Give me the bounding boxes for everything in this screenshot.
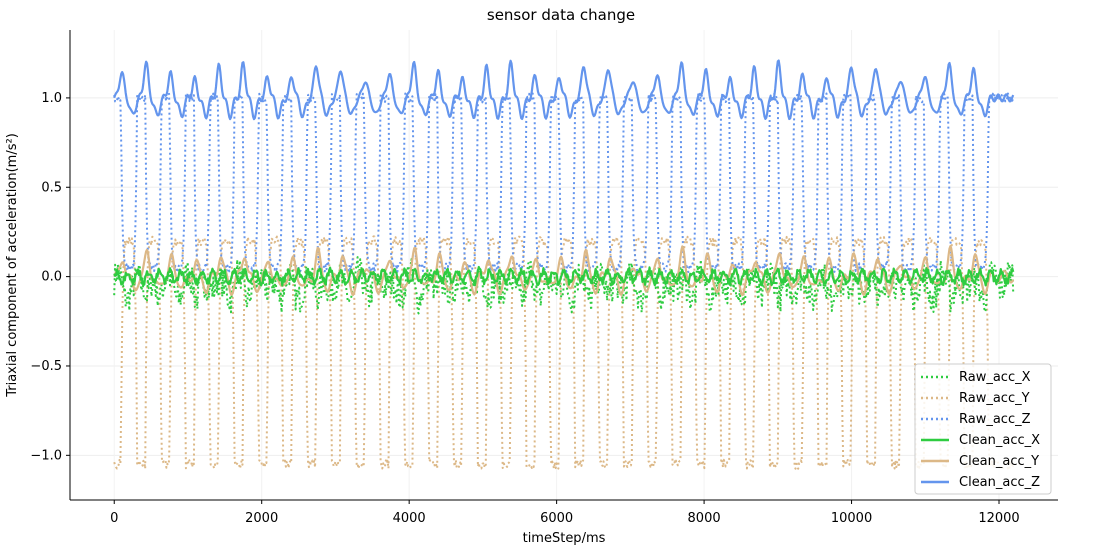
series-line-raw-acc-z xyxy=(113,92,1015,274)
legend-label: Clean_acc_Y xyxy=(959,454,1039,469)
legend-label: Clean_acc_Z xyxy=(959,475,1040,490)
y-tick-label: 0.5 xyxy=(41,180,62,195)
y-axis-label: Triaxial component of acceleration(m/s²) xyxy=(5,133,20,398)
x-axis-label: timeStep/ms xyxy=(523,531,606,546)
series-line-clean-acc-y xyxy=(113,245,1015,297)
series-group xyxy=(113,59,1015,470)
y-tick-label: −1.0 xyxy=(30,448,62,463)
x-tick-label: 6000 xyxy=(540,511,573,526)
legend-label: Raw_acc_X xyxy=(959,370,1031,385)
x-tick-label: 2000 xyxy=(245,511,278,526)
legend-label: Raw_acc_Y xyxy=(959,391,1030,406)
x-tick-label: 4000 xyxy=(393,511,426,526)
legend-label: Raw_acc_Z xyxy=(959,412,1031,427)
y-tick-label: 0.0 xyxy=(41,270,62,285)
y-tick-label: 1.0 xyxy=(41,91,62,106)
y-tick-label: −0.5 xyxy=(30,359,62,374)
legend-label: Clean_acc_X xyxy=(959,433,1040,448)
series-line-clean-acc-z xyxy=(113,59,1015,121)
axes xyxy=(69,30,1058,501)
x-tick-label: 8000 xyxy=(688,511,721,526)
x-tick-label: 0 xyxy=(110,511,118,526)
ticks: −1.0 −0.5 0.0 0.5 1.0 0 2000 4000 6000 8000 10000 1… xyxy=(30,91,1019,526)
series-line-clean-acc-x xyxy=(113,266,1015,287)
series-line-raw-acc-y xyxy=(113,235,1015,470)
x-tick-label: 12000 xyxy=(978,511,1019,526)
chart-title: sensor data change xyxy=(487,6,635,24)
legend: Raw_acc_X Raw_acc_Y Raw_acc_Z Clean_acc_X Cl… xyxy=(914,363,1052,495)
x-tick-label: 10000 xyxy=(831,511,872,526)
